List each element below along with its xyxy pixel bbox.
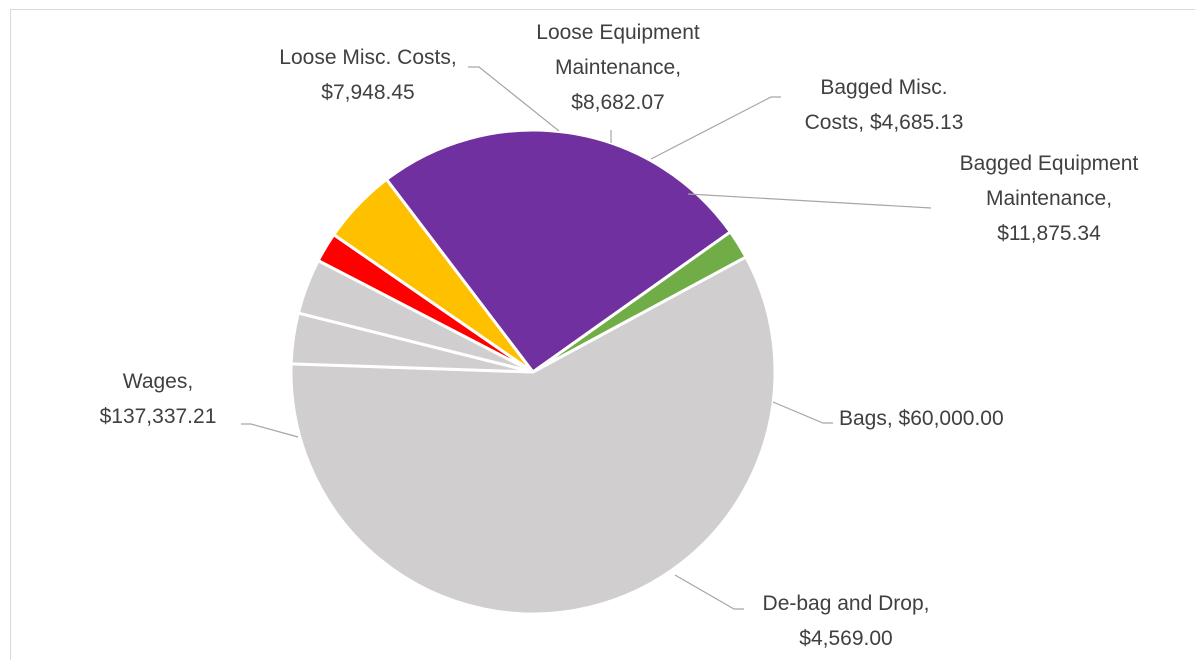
data-label-line: Costs, $4,685.13 xyxy=(805,111,964,134)
data-label-line: Bags, $60,000.00 xyxy=(839,407,1004,430)
data-label-bagged-equipment: Bagged Equipment Maintenance, $11,875.34 xyxy=(960,152,1139,245)
leader-line-bags-60-000-00 xyxy=(772,401,833,424)
leader-line-de-bag-and-drop xyxy=(674,574,744,610)
data-label-bags-60-000-00: Bags, $60,000.00 xyxy=(839,407,1004,430)
pie-chart: Loose Misc. Costs, $7,948.45 Loose Equipme… xyxy=(100,21,1139,650)
pie-slice-wages xyxy=(289,254,777,616)
data-label-line: Bagged Equipment xyxy=(960,152,1139,175)
data-label-line: $137,337.21 xyxy=(100,405,217,428)
leader-lines xyxy=(241,66,932,610)
data-labels: Loose Misc. Costs, $7,948.45 Loose Equipme… xyxy=(100,21,1139,650)
data-label-loose-equipment: Loose Equipment Maintenance, $8,682.07 xyxy=(536,21,700,114)
pie-slice-bags xyxy=(384,128,733,375)
data-label-line: Maintenance, xyxy=(555,56,681,79)
leader-line-wages xyxy=(241,423,299,438)
pie-slice-loose-equipment-maintenance xyxy=(296,258,534,374)
leader-line-bagged-misc xyxy=(650,96,781,160)
data-label-line: Loose Equipment xyxy=(536,21,700,44)
pie-slices xyxy=(289,128,777,616)
data-label-line: $11,875.34 xyxy=(997,222,1101,245)
data-label-line: $8,682.07 xyxy=(571,91,664,114)
chart-area: Loose Misc. Costs, $7,948.45 Loose Equipme… xyxy=(10,9,1195,660)
data-label-line: Wages, xyxy=(123,370,193,393)
data-label-line: Maintenance, xyxy=(986,187,1112,210)
leader-line-bagged-equipment xyxy=(687,193,932,209)
data-label-loose-misc-costs: Loose Misc. Costs, $7,948.45 xyxy=(279,46,456,104)
data-label-wages: Wages, $137,337.21 xyxy=(100,370,217,428)
data-label-line: De-bag and Drop, xyxy=(763,592,930,615)
data-label-bagged-misc: Bagged Misc. Costs, $4,685.13 xyxy=(805,76,964,134)
data-label-de-bag-and-drop: De-bag and Drop, $4,569.00 xyxy=(763,592,930,650)
data-label-line: Loose Misc. Costs, xyxy=(279,46,456,69)
data-label-line: $4,569.00 xyxy=(799,627,892,650)
leader-line-loose-misc-costs xyxy=(468,66,560,132)
data-label-line: Bagged Misc. xyxy=(820,76,947,99)
data-label-line: $7,948.45 xyxy=(321,81,414,104)
